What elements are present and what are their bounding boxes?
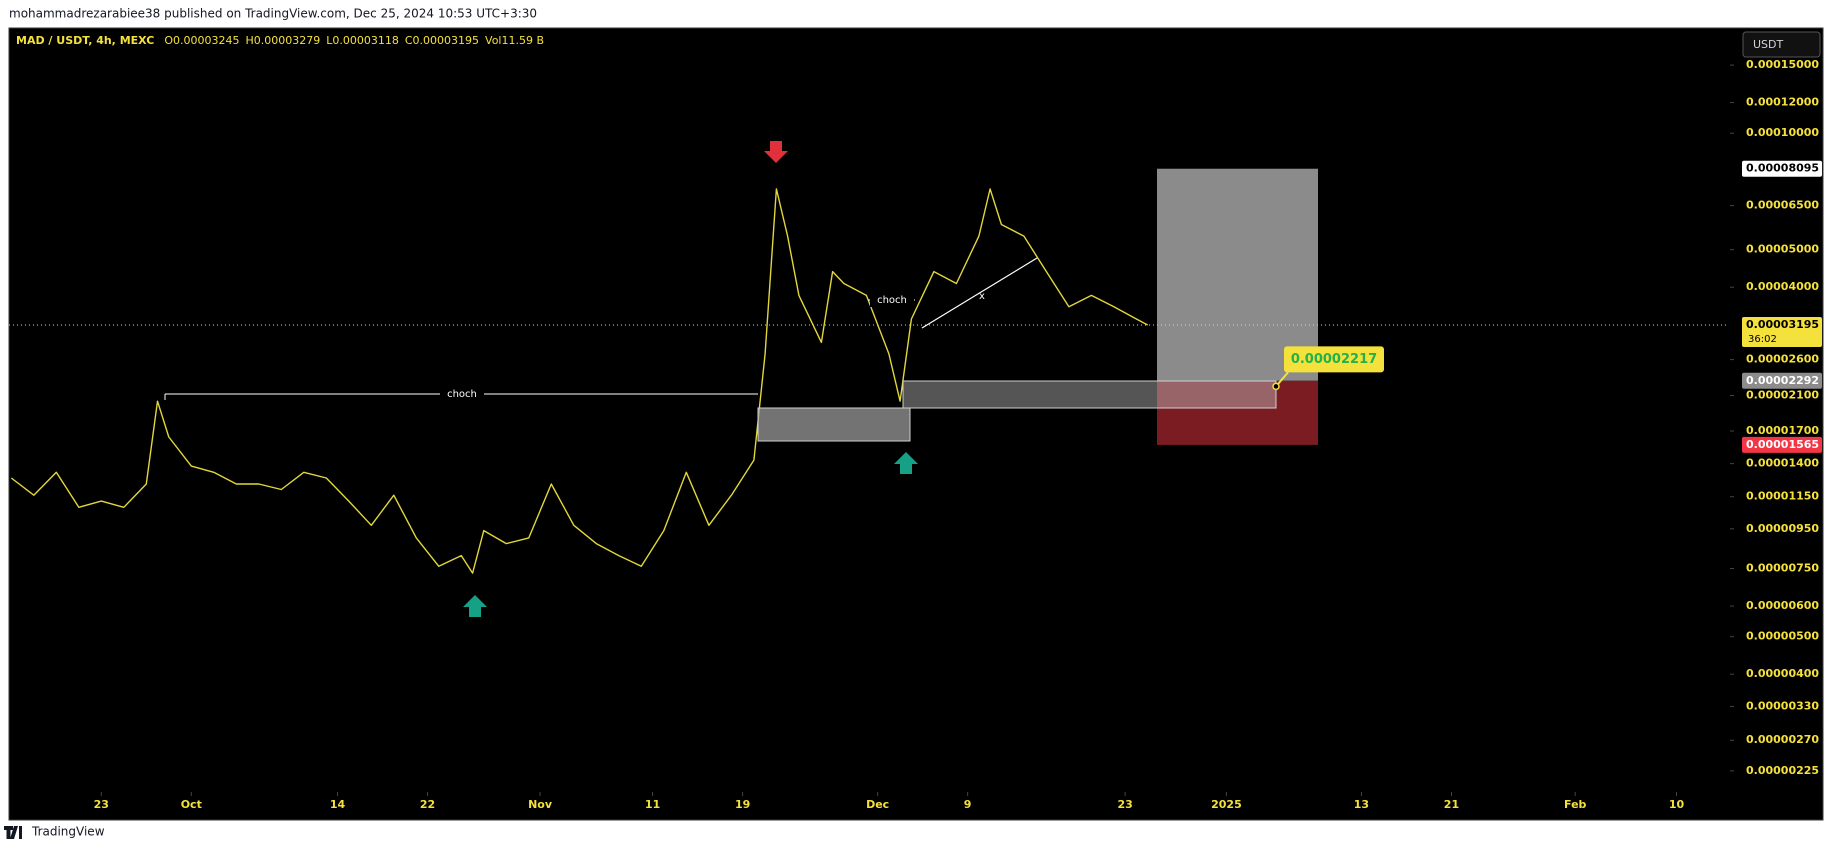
ohlc-field: H0.00003279 (245, 34, 320, 47)
x-tick-label: 21 (1444, 798, 1459, 811)
y-tick-label: 0.00000225 (1746, 764, 1819, 777)
y-tick-label: 0.00010000 (1746, 126, 1819, 139)
choch-label-bg (440, 387, 484, 401)
callout-label: 0.00002217 (1291, 352, 1377, 367)
x-tick-label: 9 (964, 798, 972, 811)
choch-label: choch (447, 389, 477, 400)
y-tick-label: 0.00005000 (1746, 243, 1819, 256)
target-zone (1157, 168, 1318, 381)
y-tick-label: 0.00015000 (1746, 58, 1819, 71)
callout-box (1284, 346, 1384, 373)
price-label: 0.00002292 (1746, 374, 1819, 387)
stop-zone (1157, 380, 1318, 445)
price-label-box (1742, 316, 1822, 347)
chart-panel (8, 27, 1824, 821)
price-label: 0.00001565 (1746, 438, 1819, 451)
y-tick-label: 0.00001400 (1746, 457, 1819, 470)
currency-button[interactable] (1742, 31, 1821, 58)
y-tick-label: 0.00000270 (1746, 733, 1819, 746)
up-arrow (894, 452, 918, 474)
countdown-label: 36:02 (1748, 334, 1777, 345)
ohlc-field: C0.00003195 (405, 34, 479, 47)
price-label: 0.00008095 (1746, 162, 1819, 175)
price-line (10, 188, 1149, 574)
x-tick-label: 19 (735, 798, 750, 811)
y-tick-label: 0.00004000 (1746, 280, 1819, 293)
price-label: 0.00003195 (1746, 318, 1819, 331)
y-tick-label: 0.00001700 (1746, 424, 1819, 437)
x-tick-label: Dec (866, 798, 889, 811)
plot-area (9, 168, 1726, 574)
x-tick-label: 14 (330, 798, 346, 811)
price-label-box (1742, 160, 1822, 177)
y-tick-label: 0.00000400 (1746, 667, 1819, 680)
price-label-box (1742, 372, 1822, 389)
y-tick-label: 0.00002100 (1746, 388, 1819, 401)
down-arrow (764, 141, 788, 163)
trend-mark: x (979, 291, 985, 302)
y-tick-label: 0.00000500 (1746, 630, 1819, 643)
x-tick-label: 22 (420, 798, 435, 811)
x-tick-label: 10 (1669, 798, 1685, 811)
choch-label: choch (877, 295, 907, 306)
x-tick-label: 23 (1118, 798, 1133, 811)
y-tick-label: 0.00012000 (1746, 96, 1819, 109)
y-tick-label: 0.00000600 (1746, 599, 1819, 612)
y-tick-label: 0.00000950 (1746, 522, 1819, 535)
demand-zone (757, 407, 911, 442)
y-tick-label: 0.00000330 (1746, 700, 1819, 713)
y-tick-label: 0.00001150 (1746, 490, 1819, 503)
footer-brand: TradingView (31, 825, 105, 839)
demand-zone (902, 380, 1277, 409)
currency-button-label[interactable]: USDT (1753, 38, 1784, 51)
x-tick-label: 2025 (1211, 798, 1242, 811)
tradingview-logo (4, 826, 22, 839)
choch-label-bg (870, 293, 914, 307)
x-tick-label: 13 (1354, 798, 1369, 811)
x-tick-label: 11 (645, 798, 660, 811)
symbol-name: MAD / USDT, 4h, MEXC (16, 34, 154, 47)
y-tick-label: 0.00000750 (1746, 562, 1819, 575)
ohlc-field: Vol11.59 B (485, 34, 544, 47)
ohlc-field: L0.00003118 (326, 34, 399, 47)
x-tick-label: 23 (94, 798, 109, 811)
up-arrow (463, 595, 487, 617)
ohlc-field: O0.00003245 (164, 34, 239, 47)
symbol-legend: MAD / USDT, 4h, MEXC O0.00003245 H0.000032… (16, 34, 544, 47)
y-tick-label: 0.00002600 (1746, 353, 1819, 366)
x-tick-label: Nov (528, 798, 553, 811)
callout-point (1272, 382, 1280, 391)
x-tick-label: Feb (1564, 798, 1587, 811)
x-tick-label: Oct (181, 798, 202, 811)
price-label-box (1742, 436, 1822, 453)
y-tick-label: 0.00006500 (1746, 199, 1819, 212)
trend-line (921, 257, 1038, 329)
publish-header: mohammadrezarabiee38 published on Tradin… (9, 7, 537, 21)
